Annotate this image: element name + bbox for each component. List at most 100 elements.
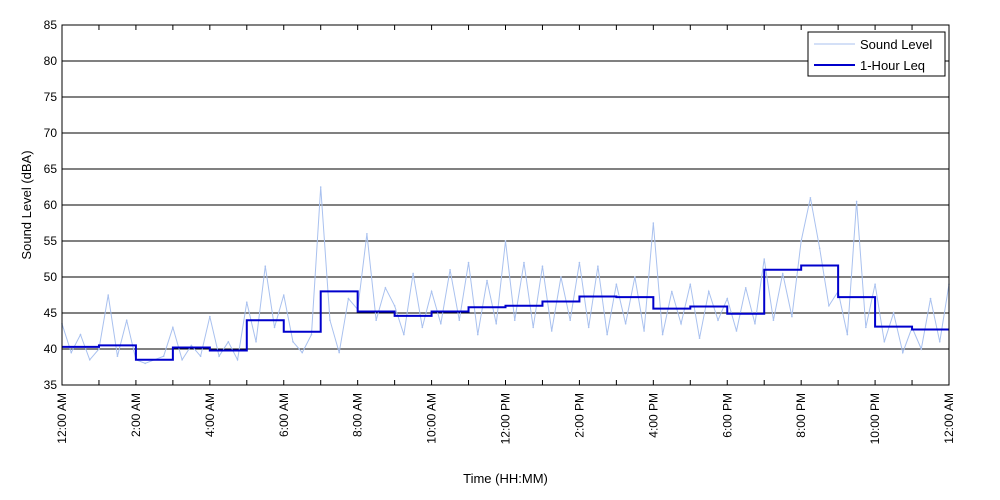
y-tick-label: 85 bbox=[44, 18, 58, 32]
x-tick-label: 2:00 PM bbox=[572, 393, 586, 438]
sound-level-point bbox=[560, 276, 562, 278]
sound-level-point bbox=[606, 333, 608, 336]
sound-level-point bbox=[671, 290, 673, 293]
legend-label-1-hour-leq: 1-Hour Leq bbox=[860, 58, 925, 73]
sound-level-point bbox=[597, 265, 599, 268]
x-tick-label: 10:00 AM bbox=[425, 393, 439, 444]
sound-level-point bbox=[421, 326, 424, 329]
y-tick-label: 80 bbox=[44, 54, 58, 68]
sound-level-point bbox=[329, 319, 331, 322]
sound-level-point bbox=[366, 233, 368, 235]
x-axis-label: Time (HH:MM) bbox=[463, 471, 548, 486]
sound-level-point bbox=[162, 355, 165, 358]
sound-level-point bbox=[523, 261, 525, 264]
sound-level-point bbox=[809, 197, 812, 199]
sound-level-point bbox=[282, 294, 285, 296]
y-tick-label: 60 bbox=[44, 198, 58, 212]
sound-level-point bbox=[818, 247, 821, 249]
sound-level-point bbox=[578, 261, 581, 264]
sound-level-point bbox=[717, 319, 719, 322]
sound-level-point bbox=[652, 222, 655, 224]
sound-level-point bbox=[707, 290, 710, 293]
sound-level-point bbox=[624, 323, 627, 325]
sound-level-point bbox=[338, 351, 340, 354]
sound-level-point bbox=[467, 261, 470, 264]
sound-level-point bbox=[855, 200, 858, 203]
sound-level-point bbox=[541, 265, 544, 268]
y-tick-label: 75 bbox=[44, 90, 58, 104]
sound-level-point bbox=[190, 344, 193, 347]
x-tick-label: 8:00 AM bbox=[351, 393, 365, 437]
sound-level-point bbox=[393, 305, 396, 307]
sound-level-point bbox=[587, 326, 590, 329]
sound-level-point bbox=[791, 315, 793, 318]
sound-level-point bbox=[938, 341, 941, 343]
x-tick-label: 12:00 PM bbox=[499, 393, 513, 444]
series-layer bbox=[61, 186, 950, 365]
sound-level-point bbox=[689, 283, 692, 286]
sound-level-point bbox=[754, 323, 756, 325]
sound-level-point bbox=[532, 326, 535, 329]
sound-level-point bbox=[846, 333, 849, 336]
sound-level-point bbox=[504, 240, 507, 242]
sound-level-point bbox=[172, 326, 174, 329]
y-tick-label: 70 bbox=[44, 126, 58, 140]
sound-level-point bbox=[125, 319, 128, 322]
sound-level-point bbox=[79, 333, 82, 336]
sound-level-point bbox=[643, 330, 645, 332]
sound-level-point bbox=[98, 348, 100, 350]
sound-level-point bbox=[273, 326, 276, 329]
sound-level-point bbox=[661, 333, 664, 336]
sound-level-point bbox=[88, 359, 91, 361]
sound-level-point bbox=[144, 362, 146, 365]
sound-level-point bbox=[403, 333, 405, 336]
x-tick-label: 4:00 AM bbox=[203, 393, 217, 437]
sound-level-point bbox=[209, 315, 211, 318]
sound-level-point bbox=[828, 305, 830, 307]
sound-level-point bbox=[255, 341, 257, 343]
y-tick-label: 40 bbox=[44, 342, 58, 356]
x-tick-label: 12:00 AM bbox=[942, 393, 956, 444]
y-tick-label: 50 bbox=[44, 270, 58, 284]
x-tick-label: 6:00 AM bbox=[277, 393, 291, 437]
sound-level-point bbox=[264, 265, 267, 268]
sound-level-point bbox=[772, 319, 775, 322]
sound-level-point bbox=[892, 312, 895, 314]
sound-level-point bbox=[70, 351, 73, 354]
sound-level-point bbox=[199, 355, 202, 358]
sound-level-point bbox=[347, 297, 350, 300]
x-axis-ticks: 12:00 AM 2:00 AM 4:00 AM 6:00 AM 8:00 AM 10:0… bbox=[55, 25, 956, 444]
sound-level-point bbox=[726, 297, 729, 300]
sound-level-point bbox=[449, 269, 451, 271]
x-tick-label: 4:00 PM bbox=[646, 393, 660, 438]
sound-level-point bbox=[800, 240, 802, 242]
sound-level-point bbox=[181, 359, 183, 361]
sound-level-point bbox=[218, 355, 220, 358]
sound-level-point bbox=[874, 283, 876, 286]
sound-level-point bbox=[430, 290, 433, 293]
x-tick-label: 2:00 AM bbox=[129, 393, 143, 437]
y-tick-label: 65 bbox=[44, 162, 58, 176]
y-tick-label: 55 bbox=[44, 234, 58, 248]
sound-level-point bbox=[615, 283, 618, 286]
sound-level-point bbox=[458, 319, 461, 322]
sound-level-point bbox=[319, 186, 322, 188]
sound-level-point bbox=[236, 359, 239, 361]
sound-level-point bbox=[440, 323, 442, 325]
sound-level-point bbox=[744, 287, 747, 289]
sound-level-point bbox=[412, 272, 414, 275]
sound-level-point bbox=[375, 319, 377, 322]
y-tick-label: 45 bbox=[44, 306, 58, 320]
plot-frame bbox=[61, 24, 950, 386]
sound-level-point bbox=[116, 355, 119, 358]
sound-level-point bbox=[476, 333, 479, 336]
x-tick-label: 6:00 PM bbox=[720, 393, 734, 438]
sound-level-point bbox=[763, 258, 766, 260]
sound-level-point bbox=[735, 330, 738, 332]
sound-level-point bbox=[107, 294, 109, 296]
series-1-hour-leq-line bbox=[62, 264, 949, 361]
sound-level-point bbox=[698, 337, 701, 340]
sound-level-point bbox=[310, 333, 313, 336]
sound-level-point bbox=[680, 323, 682, 325]
